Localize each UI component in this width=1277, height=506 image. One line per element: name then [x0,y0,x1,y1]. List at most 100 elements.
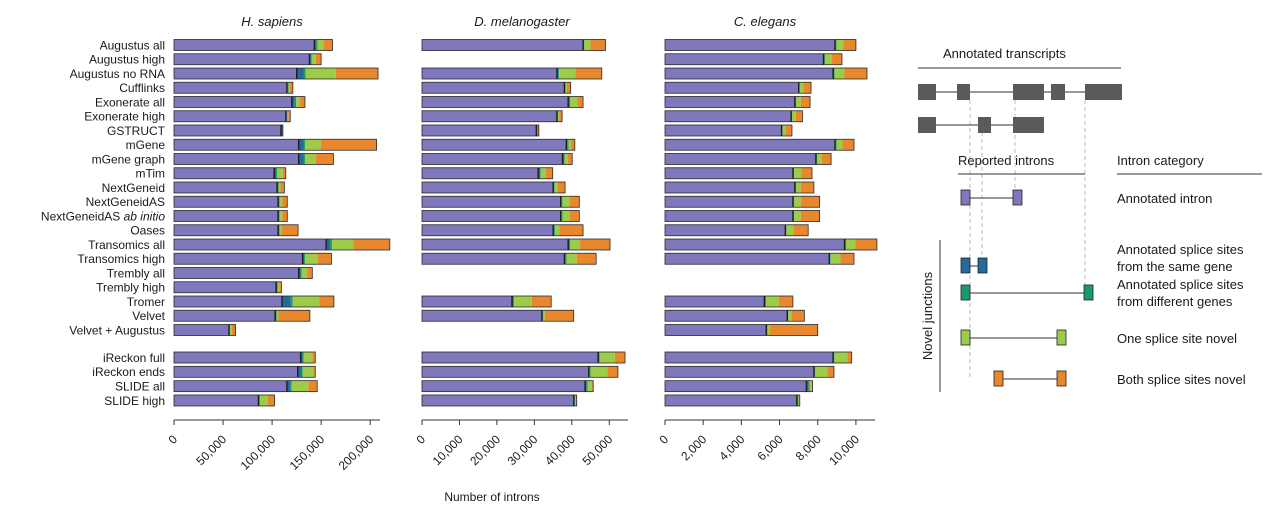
bar-segment [174,53,310,65]
bar-segment [259,394,260,406]
bar-divider [286,82,288,94]
bar-segment [289,82,293,94]
bar-segment [836,139,843,151]
bar-outline [173,394,275,407]
bar-segment [291,96,295,108]
bar-segment [422,210,561,222]
bar-segment [276,167,277,179]
row-label: Tromer [127,295,165,309]
bar-segment [301,366,303,378]
bar-segment [174,125,281,136]
bar-segment [815,366,828,378]
bar-segment [571,139,575,151]
bar-segment [574,394,576,406]
bar-divider [285,110,287,122]
bar-segment [833,68,835,79]
bar-segment [830,253,831,265]
bar-segment [803,82,812,94]
row-label: Augustus all [100,38,165,52]
bar-segment [599,352,600,363]
bar-segment [565,82,567,94]
bar-outline [664,53,843,66]
bar-segment [422,394,574,406]
bar-outline [421,365,619,378]
exon [957,84,970,100]
bar-segment [584,380,587,392]
bar-outline [664,295,794,308]
bar-outline [421,238,611,251]
bar-segment [174,82,287,94]
bar-segment [782,125,783,136]
bar-divider [573,394,575,406]
splice-site-marker [1056,329,1067,346]
row-label: Oases [130,224,165,238]
bar-segment [561,196,563,208]
bar-segment [174,380,287,392]
bar-segment [422,167,539,179]
x-tick-label: 100,000 [238,432,279,473]
bar-segment [835,39,837,51]
bar-divider [563,253,566,265]
bar-segment [531,296,552,307]
exon [1051,84,1065,100]
bar-segment [665,310,788,322]
bar-segment [836,39,844,51]
bar-segment [832,53,842,65]
bar-segment [278,196,280,208]
bar-segment [834,352,848,363]
panel: C. elegans 0 2,000 4,000 6,000 8,000 10,000 [656,14,878,468]
bar-segment [422,68,557,79]
bar-divider [792,196,794,208]
bar-segment [296,68,304,79]
bar-segment [665,196,793,208]
row-label: Exonerate high [84,110,165,124]
bar-segment [540,167,546,179]
bar-divider [559,210,562,222]
x-tick-label: 50,000 [193,432,229,468]
bar-divider [280,125,282,136]
row-label: Velvet [132,309,165,323]
bar-segment [665,380,807,392]
category-different-genes: Annotated splice sites from different gen… [960,277,1244,309]
bar-divider [834,39,836,51]
bar-segment [174,96,292,108]
bar-divider [308,53,311,65]
bar-segment [845,239,847,250]
panel: D. melanogaster 0 10,000 20,000 30,000 40,000… [413,14,628,468]
bar-segment [793,196,795,208]
bar-segment [422,310,542,322]
bar-segment [422,239,569,250]
splice-site-marker [993,370,1004,387]
category-label: One splice site novel [1117,331,1237,346]
bar-divider [565,139,567,151]
bar-divider [763,296,766,307]
bar-segment [799,82,800,94]
bar-segment [514,296,532,307]
bar-segment [335,68,379,79]
bar-segment [665,125,782,136]
bar-segment [806,380,809,392]
bar-segment [800,210,820,222]
bar-segment [315,53,322,65]
row-label: mGene graph [92,152,165,166]
bar-segment [422,82,565,94]
bar-segment [300,352,303,363]
bar-divider [832,68,834,79]
bar-divider [537,167,539,179]
bar-segment [174,196,278,208]
bar-divider [277,196,279,208]
bar-outline [664,224,809,237]
bar-segment [278,210,280,222]
bar-segment [422,352,599,363]
bar-divider [297,139,300,151]
bar-outline [173,267,313,279]
bar-segment [665,352,833,363]
bar-segment [311,53,316,65]
bar-segment [798,394,800,406]
bar-divider [291,96,293,108]
bar-segment [570,96,578,108]
bar-outline [173,153,334,165]
bar-outline [173,39,333,51]
bar-segment [821,153,832,165]
bar-segment [539,167,541,179]
